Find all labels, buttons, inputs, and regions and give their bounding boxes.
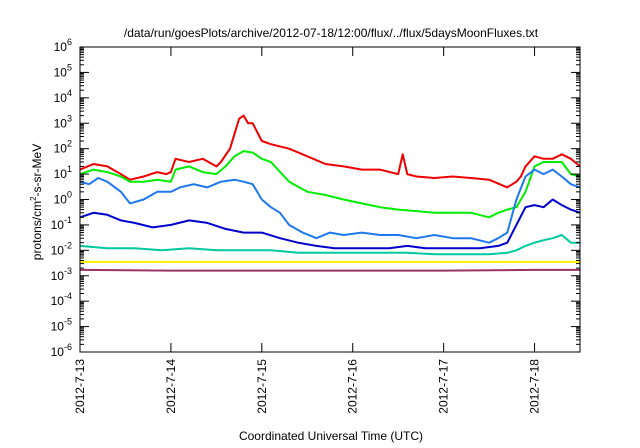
series-line-7 <box>80 268 580 272</box>
y-tick-label: 10-1 <box>51 215 72 232</box>
y-tick-label: 101 <box>54 164 72 181</box>
x-axis-label: Coordinated Universal Time (UTC) <box>239 429 423 443</box>
series-line-4 <box>80 198 580 250</box>
series-line-5 <box>80 234 580 256</box>
x-tick-label: 2012-7-16 <box>346 359 360 414</box>
x-tick-label: 2012-7-15 <box>255 359 269 414</box>
axes-layer: 10-6 10-5 10-4 10-3 10-2 10-1 100 101 102 103 104 1… <box>51 37 581 414</box>
y-tick-label: 104 <box>54 88 72 105</box>
y-tick-label: 102 <box>54 139 72 156</box>
x-tick-label: 2012-7-17 <box>437 359 451 414</box>
y-tick-label: 10-5 <box>51 317 72 334</box>
y-tick-label: 10-2 <box>51 240 72 257</box>
plot-frame <box>79 46 581 353</box>
x-tick-label: 2012-7-14 <box>164 359 178 414</box>
y-tick-label: 10-6 <box>51 342 72 359</box>
y-tick-label: 100 <box>54 190 72 207</box>
y-axis-label-suffix: -s-sr-MeV <box>30 144 44 197</box>
x-tick-label: 2012-7-13 <box>73 359 87 414</box>
y-axis-label-prefix: protons/cm <box>30 201 44 260</box>
x-tick-label: 2012-7-18 <box>528 359 542 414</box>
y-axis-label-group: protons/cm2-s-sr-MeV <box>29 144 44 260</box>
y-tick-label: 103 <box>54 113 72 130</box>
y-tick-label: 105 <box>54 62 72 79</box>
series-line-1 <box>80 114 580 189</box>
y-axis-label: protons/cm2-s-sr-MeV <box>29 144 44 260</box>
y-tick-label: 106 <box>54 37 72 54</box>
y-tick-label: 10-4 <box>51 291 72 308</box>
y-axis-label-superscript: 2 <box>29 196 38 201</box>
series-line-2 <box>80 150 580 219</box>
series-layer <box>80 114 580 272</box>
series-line-3 <box>80 168 580 244</box>
y-tick-label: 10-3 <box>51 266 72 283</box>
chart-title: /data/run/goesPlots/archive/2012-07-18/1… <box>124 26 539 40</box>
